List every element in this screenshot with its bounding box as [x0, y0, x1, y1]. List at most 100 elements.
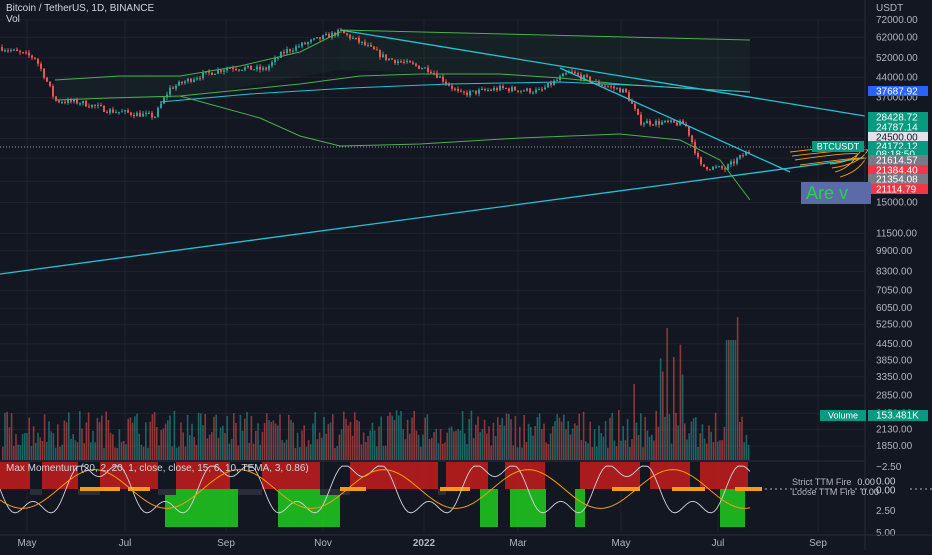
volume-bar: [576, 425, 578, 460]
price-tag[interactable]: [868, 149, 928, 159]
price-tag[interactable]: [868, 184, 928, 194]
volume-bar: [503, 425, 506, 460]
candle: [706, 166, 708, 170]
price-tag[interactable]: [868, 165, 928, 175]
candle: [604, 85, 606, 87]
candle: [7, 50, 9, 52]
candle: [271, 61, 273, 66]
resistance-trendline: [339, 29, 866, 117]
volume-bar: [505, 413, 508, 460]
candle: [328, 33, 330, 38]
volume-bar: [219, 427, 222, 460]
volume-bar: [2, 446, 4, 460]
candle: [109, 109, 111, 113]
candle: [736, 158, 738, 164]
volume-bar: [439, 429, 442, 460]
volume-bar: [138, 433, 140, 460]
candle: [676, 122, 678, 126]
price-tag[interactable]: [868, 155, 928, 165]
price-tag[interactable]: [868, 112, 928, 122]
volume-bar: [574, 423, 576, 460]
volume-bar: [180, 422, 182, 460]
price-tag-text: 21614.57: [876, 156, 918, 167]
price-tag[interactable]: [868, 141, 928, 151]
time-tick-label: Jul: [712, 538, 725, 549]
volume-value-tag[interactable]: [868, 410, 928, 421]
candle: [574, 71, 576, 74]
volume-bar: [622, 426, 624, 460]
candle: [553, 80, 555, 86]
text-annotation[interactable]: Are v: [801, 182, 871, 204]
candle: [325, 33, 327, 36]
symbol-title[interactable]: Bitcoin / TetherUS, 1D, BINANCE: [6, 3, 155, 14]
candle: [529, 88, 531, 93]
symbol-tag[interactable]: [812, 141, 864, 152]
candle: [169, 87, 171, 95]
volume-bar: [145, 422, 147, 460]
candle: [193, 79, 195, 82]
volume-bar: [391, 415, 393, 460]
volume-bar: [255, 431, 257, 460]
indicator-label[interactable]: Max Momentum (20, 2, 20, 1, close, close…: [6, 463, 309, 474]
price-tag[interactable]: [868, 132, 928, 142]
candle: [679, 120, 681, 126]
volume-bar: [739, 422, 741, 460]
price-tag[interactable]: [868, 174, 928, 184]
volume-bar: [87, 412, 90, 460]
loose-ttm-value: 0.00: [861, 487, 879, 497]
candle: [13, 49, 15, 51]
volume-bar: [314, 412, 316, 460]
volume-bar: [422, 434, 424, 460]
candle: [265, 67, 267, 70]
volume-bar: [596, 446, 598, 460]
price-tag[interactable]: [868, 122, 928, 132]
fib-arc: [799, 157, 867, 178]
candle: [514, 87, 516, 91]
volume-bar: [153, 412, 156, 460]
volume-bar: [24, 433, 26, 460]
volume-bar: [538, 413, 541, 460]
volume-bar: [283, 442, 286, 460]
candle: [448, 83, 450, 86]
signal-segment: [80, 487, 120, 491]
volume-bar: [349, 421, 352, 460]
volume-label-tag[interactable]: [820, 410, 866, 421]
candle: [364, 41, 366, 46]
time-tick-label: May: [612, 538, 631, 549]
neutral-bar: [320, 489, 350, 495]
candle: [235, 68, 237, 70]
squeeze-bar: [100, 462, 158, 489]
candle: [130, 112, 132, 115]
volume-bar: [312, 423, 314, 460]
volume-legend-label[interactable]: Vol: [6, 14, 20, 25]
symbol-tag-text: BTCUSDT: [817, 142, 860, 152]
volume-bar: [281, 440, 283, 460]
price-tick-label: 11500.00: [876, 228, 917, 239]
price-tick-label: 3350.00: [876, 372, 913, 383]
candle: [718, 166, 720, 168]
candle: [268, 65, 270, 70]
candle: [43, 68, 45, 78]
time-tick-label: Sep: [217, 538, 235, 549]
volume-bar: [686, 439, 688, 460]
volume-bar: [525, 442, 528, 460]
volume-bar: [43, 414, 46, 460]
candle: [412, 62, 414, 64]
candle: [370, 44, 372, 47]
candle: [229, 67, 231, 69]
volume-bar: [171, 446, 173, 460]
volume-bar: [470, 410, 473, 460]
volume-bar: [389, 412, 391, 460]
volume-bar: [444, 442, 446, 460]
price-tag[interactable]: [868, 86, 928, 96]
volume-bar: [637, 435, 640, 460]
candle: [163, 97, 165, 104]
candle: [319, 37, 321, 40]
volume-bar: [695, 416, 697, 460]
candle: [148, 112, 150, 114]
candle: [118, 111, 120, 113]
channel-fill: [55, 32, 340, 100]
volume-bar: [160, 430, 162, 460]
